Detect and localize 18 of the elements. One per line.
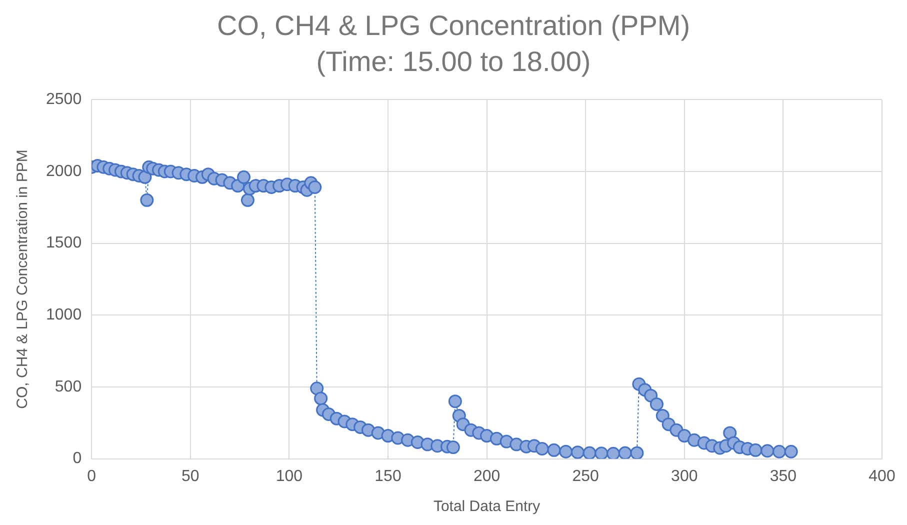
y-tick-label: 2000	[46, 162, 82, 180]
x-tick-label: 350	[770, 468, 797, 485]
x-tick-label: 150	[374, 468, 402, 485]
x-tick-label: 300	[671, 468, 698, 485]
y-tick-label: 1500	[46, 234, 82, 252]
x-tick-label: 100	[276, 468, 303, 485]
x-tick-label: 250	[572, 468, 600, 485]
y-axis-title: CO, CH4 & LPG Concentration in PPM	[14, 150, 32, 409]
chart-title: CO, CH4 & LPG Concentration (PPM) (Time: 15.00 to 18.00)	[216, 9, 692, 79]
y-tick-label: 1000	[46, 306, 82, 324]
y-tick-label: 500	[54, 378, 82, 396]
y-tick-label: 0	[72, 450, 82, 468]
x-tick-label: 50	[181, 468, 200, 485]
x-tick-label: 0	[87, 468, 96, 485]
x-tick-label: 200	[473, 468, 500, 485]
y-tick-label: 2500	[46, 91, 82, 108]
x-tick-label: 400	[868, 468, 896, 485]
x-axis-title: Total Data Entry	[433, 498, 541, 516]
